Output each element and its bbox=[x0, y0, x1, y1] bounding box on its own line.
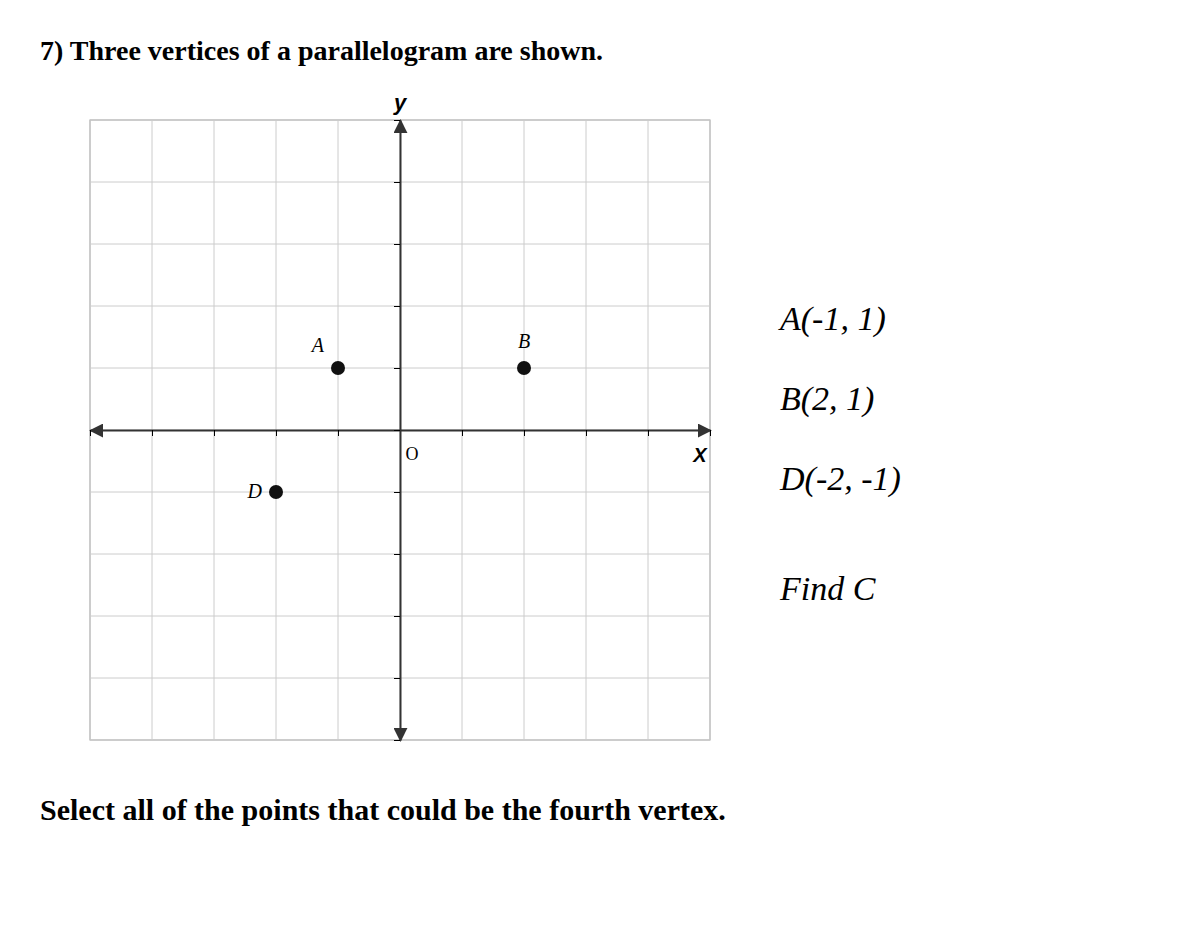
annotation: A(-1, 1) bbox=[778, 300, 886, 338]
grid bbox=[90, 120, 710, 740]
tick bbox=[394, 492, 400, 493]
tick bbox=[338, 430, 339, 436]
tick-mark bbox=[394, 430, 400, 431]
y-axis bbox=[394, 121, 401, 741]
tick bbox=[710, 430, 711, 436]
tick-mark bbox=[394, 120, 400, 121]
tick bbox=[394, 120, 400, 121]
annotations: A(-1, 1) B(2, 1) D(-2, -1) Find C bbox=[778, 300, 901, 607]
tick-mark bbox=[394, 306, 400, 307]
tick-mark bbox=[152, 430, 153, 436]
tick bbox=[394, 554, 400, 555]
tick-mark bbox=[214, 430, 215, 436]
tick bbox=[90, 430, 91, 436]
caption: Select all of the points that could be t… bbox=[40, 793, 726, 826]
tick bbox=[394, 678, 400, 679]
tick-mark bbox=[586, 430, 587, 436]
point bbox=[331, 361, 345, 375]
tick bbox=[214, 430, 215, 436]
x-axis-label: X bbox=[692, 444, 708, 466]
tick-mark bbox=[394, 182, 400, 183]
grid-line-y bbox=[90, 120, 710, 121]
origin-label: O bbox=[406, 444, 419, 464]
title: 7) Three vertices of a parallelogram are… bbox=[40, 35, 603, 66]
tick bbox=[152, 430, 153, 436]
chart: 7) Three vertices of a parallelogram are… bbox=[0, 0, 1200, 950]
tick-mark bbox=[648, 430, 649, 436]
tick bbox=[394, 244, 400, 245]
tick bbox=[394, 306, 400, 307]
tick-mark bbox=[710, 430, 711, 436]
tick-mark bbox=[394, 492, 400, 493]
point-label: A bbox=[310, 334, 325, 356]
plot-frame bbox=[90, 120, 710, 740]
tick-mark bbox=[90, 430, 91, 436]
tick bbox=[394, 740, 400, 741]
tick bbox=[394, 430, 400, 431]
tick bbox=[462, 430, 463, 436]
grid-line-x bbox=[90, 120, 91, 740]
tick-mark bbox=[338, 430, 339, 436]
tick-mark bbox=[394, 368, 400, 369]
y-axis-label: y bbox=[393, 90, 408, 115]
annotation: D(-2, -1) bbox=[779, 460, 901, 498]
point-label: D bbox=[247, 480, 263, 502]
points bbox=[269, 361, 531, 499]
tick-mark bbox=[394, 740, 400, 741]
point bbox=[269, 485, 283, 499]
point-label: B bbox=[518, 330, 530, 352]
tick-mark bbox=[394, 678, 400, 679]
tick-mark bbox=[524, 430, 525, 436]
tick-mark bbox=[394, 616, 400, 617]
tick-mark bbox=[462, 430, 463, 436]
tick bbox=[586, 430, 587, 436]
tick bbox=[276, 430, 277, 436]
tick bbox=[394, 368, 400, 369]
annotation: B(2, 1) bbox=[780, 380, 874, 418]
tick bbox=[394, 616, 400, 617]
tick bbox=[524, 430, 525, 436]
point bbox=[517, 361, 531, 375]
tick-mark bbox=[394, 554, 400, 555]
point-labels: A B D bbox=[247, 330, 531, 502]
annotation: Find C bbox=[779, 570, 876, 607]
tick bbox=[648, 430, 649, 436]
tick-mark bbox=[394, 244, 400, 245]
tick bbox=[394, 182, 400, 183]
tick-mark bbox=[276, 430, 277, 436]
